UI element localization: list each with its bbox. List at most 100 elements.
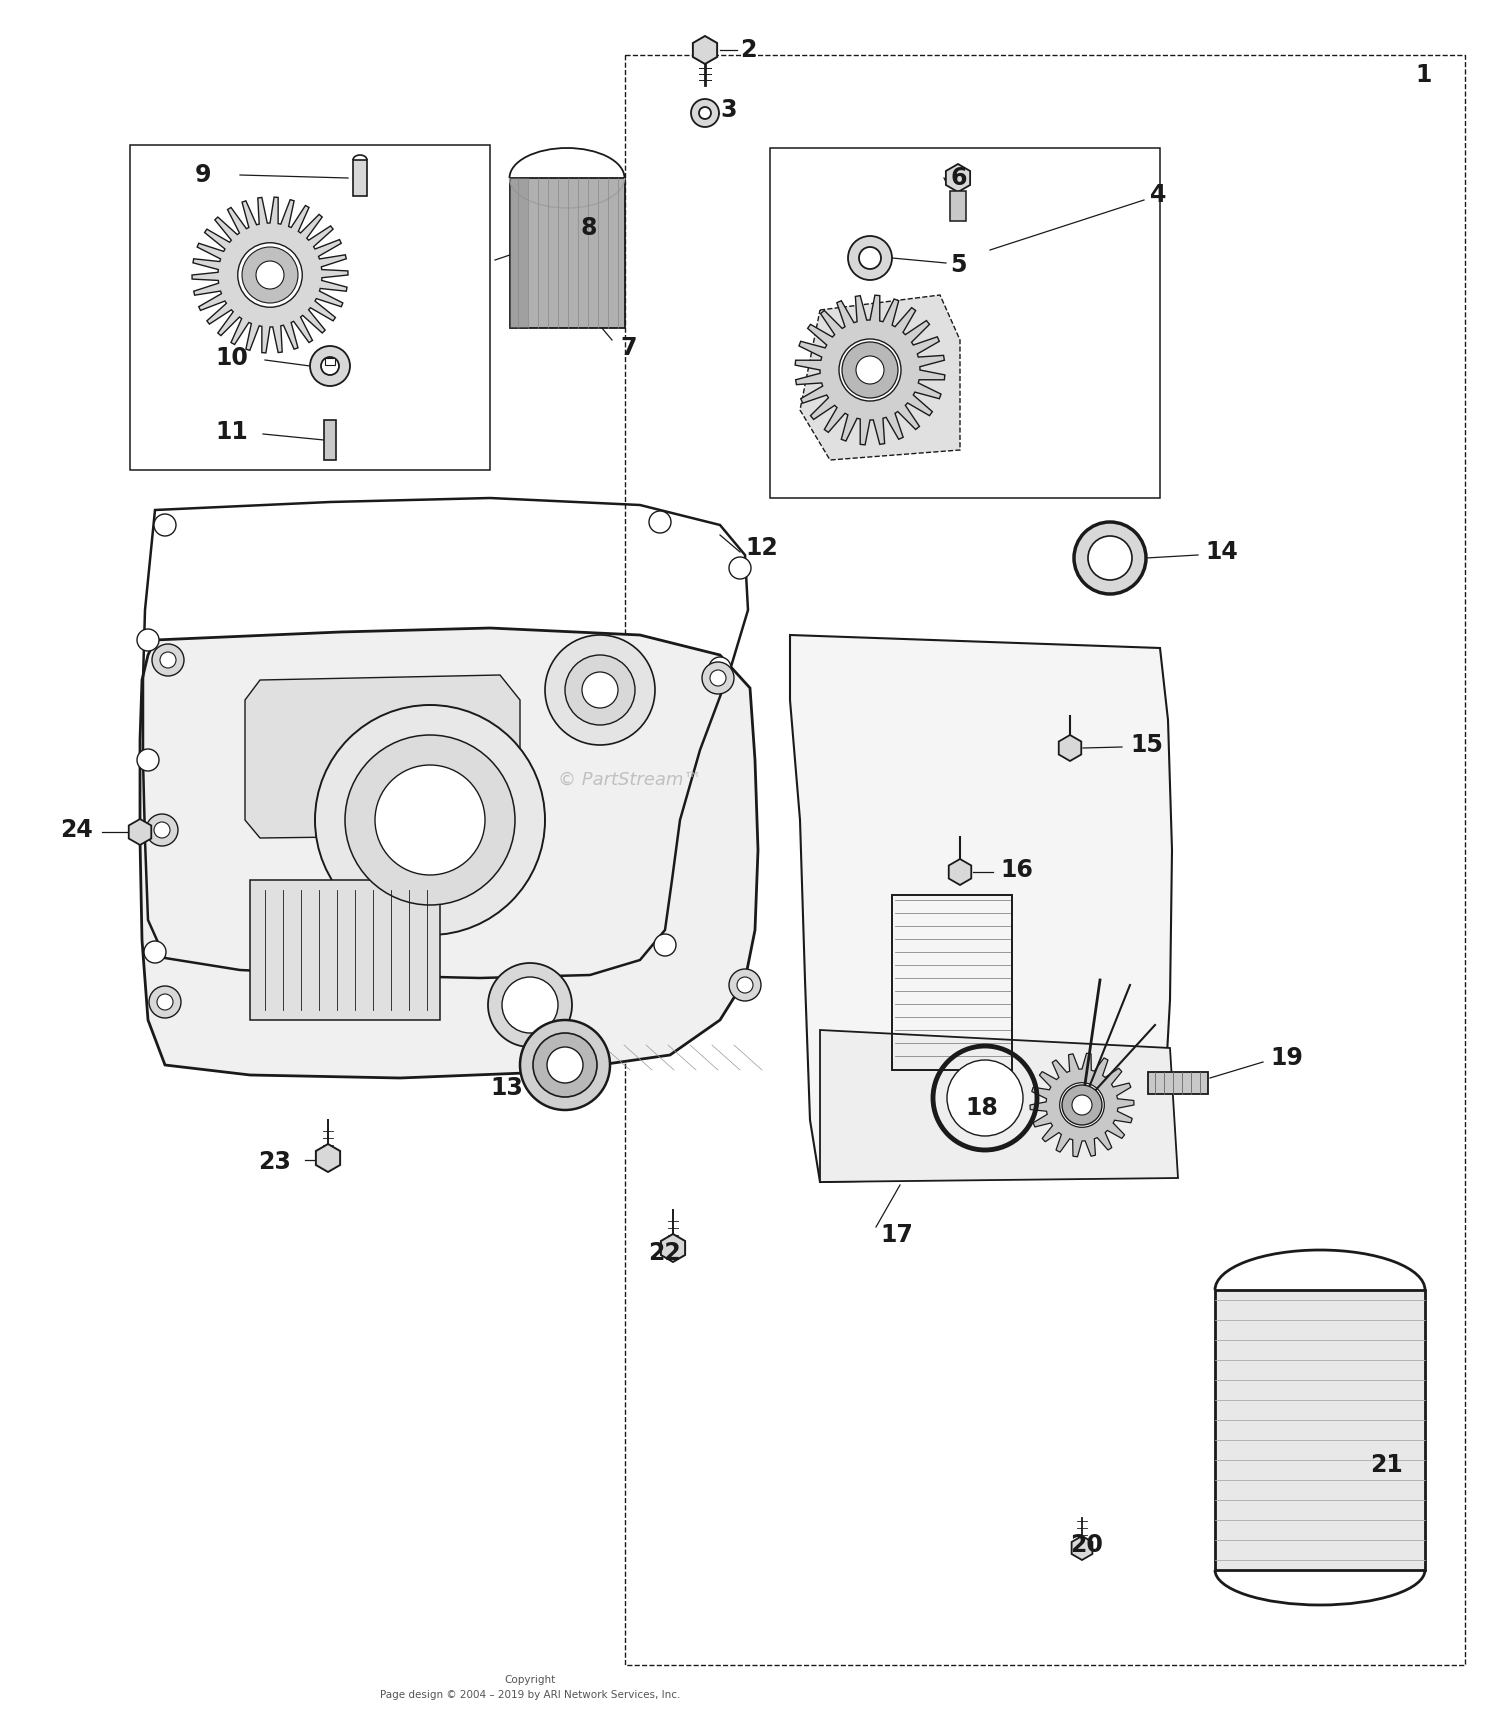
Polygon shape xyxy=(192,197,348,353)
Circle shape xyxy=(710,657,730,678)
Circle shape xyxy=(321,356,339,375)
Circle shape xyxy=(1072,1095,1092,1116)
Circle shape xyxy=(582,671,618,708)
Circle shape xyxy=(345,735,514,905)
Circle shape xyxy=(548,1047,584,1083)
Circle shape xyxy=(692,99,718,126)
Bar xyxy=(352,159,368,195)
Text: 23: 23 xyxy=(258,1150,291,1175)
Circle shape xyxy=(1074,522,1146,593)
Circle shape xyxy=(729,557,752,580)
Polygon shape xyxy=(790,635,1172,1182)
Polygon shape xyxy=(800,296,960,460)
Circle shape xyxy=(859,247,880,268)
Text: 11: 11 xyxy=(214,420,248,445)
Text: 17: 17 xyxy=(880,1223,914,1247)
Text: 1: 1 xyxy=(1414,62,1431,86)
Circle shape xyxy=(256,261,284,289)
Text: 21: 21 xyxy=(1370,1453,1402,1477)
Polygon shape xyxy=(821,1029,1178,1182)
Bar xyxy=(130,145,490,471)
Circle shape xyxy=(699,107,711,119)
Circle shape xyxy=(154,822,170,837)
Text: 2: 2 xyxy=(740,38,756,62)
Bar xyxy=(626,55,1466,1664)
Polygon shape xyxy=(662,1233,686,1261)
Bar xyxy=(251,881,440,1021)
Circle shape xyxy=(736,977,753,993)
Circle shape xyxy=(154,514,176,536)
Bar xyxy=(950,190,966,221)
Text: 5: 5 xyxy=(950,253,966,277)
Circle shape xyxy=(946,1060,1023,1137)
Circle shape xyxy=(144,941,166,964)
Text: 3: 3 xyxy=(720,99,736,123)
Circle shape xyxy=(654,934,676,957)
Circle shape xyxy=(488,964,572,1047)
Polygon shape xyxy=(1071,1536,1092,1560)
Circle shape xyxy=(856,356,883,384)
Circle shape xyxy=(847,235,892,280)
Circle shape xyxy=(1088,536,1132,580)
Text: © PartStream™: © PartStream™ xyxy=(558,772,702,789)
Circle shape xyxy=(158,995,172,1010)
Polygon shape xyxy=(1059,735,1082,761)
Circle shape xyxy=(544,1029,576,1060)
Circle shape xyxy=(146,815,178,846)
Circle shape xyxy=(702,663,734,694)
Circle shape xyxy=(136,749,159,772)
Text: 20: 20 xyxy=(1070,1533,1102,1557)
Bar xyxy=(510,178,626,329)
Polygon shape xyxy=(129,818,152,844)
Circle shape xyxy=(315,706,544,934)
Bar xyxy=(326,358,334,365)
Text: 19: 19 xyxy=(1270,1047,1304,1069)
Polygon shape xyxy=(948,860,972,886)
Circle shape xyxy=(842,343,898,398)
Text: 7: 7 xyxy=(620,336,636,360)
Text: 24: 24 xyxy=(60,818,93,843)
Text: 12: 12 xyxy=(746,536,777,561)
Circle shape xyxy=(1059,1083,1104,1128)
Circle shape xyxy=(310,346,350,386)
Text: 18: 18 xyxy=(964,1097,998,1119)
Circle shape xyxy=(152,644,184,676)
Polygon shape xyxy=(140,628,758,1078)
Circle shape xyxy=(650,510,670,533)
Text: 8: 8 xyxy=(580,216,597,240)
Circle shape xyxy=(710,670,726,687)
Text: 16: 16 xyxy=(1000,858,1033,882)
Text: 22: 22 xyxy=(648,1240,681,1265)
Circle shape xyxy=(1062,1085,1102,1124)
Circle shape xyxy=(839,339,902,401)
Bar xyxy=(510,178,528,329)
Text: 14: 14 xyxy=(1204,540,1237,564)
Text: 15: 15 xyxy=(1130,734,1162,758)
Bar xyxy=(324,420,336,460)
Circle shape xyxy=(242,247,298,303)
Polygon shape xyxy=(316,1144,340,1171)
Bar xyxy=(1148,1073,1208,1093)
Circle shape xyxy=(520,1021,610,1111)
Circle shape xyxy=(238,242,302,308)
Circle shape xyxy=(503,977,558,1033)
Circle shape xyxy=(552,1036,568,1054)
Text: Page design © 2004 – 2019 by ARI Network Services, Inc.: Page design © 2004 – 2019 by ARI Network… xyxy=(380,1690,680,1701)
Text: Copyright: Copyright xyxy=(504,1675,555,1685)
Polygon shape xyxy=(795,296,945,445)
Text: 6: 6 xyxy=(950,166,966,190)
Circle shape xyxy=(544,635,656,746)
Bar xyxy=(892,894,1013,1069)
Circle shape xyxy=(136,630,159,650)
Circle shape xyxy=(566,656,634,725)
Bar xyxy=(770,149,1160,498)
Bar xyxy=(1215,1291,1425,1571)
Polygon shape xyxy=(693,36,717,64)
Polygon shape xyxy=(244,675,520,837)
Circle shape xyxy=(375,765,484,875)
Circle shape xyxy=(532,1033,597,1097)
Text: 13: 13 xyxy=(490,1076,524,1100)
Circle shape xyxy=(160,652,176,668)
Polygon shape xyxy=(1030,1054,1134,1157)
Polygon shape xyxy=(946,164,970,192)
